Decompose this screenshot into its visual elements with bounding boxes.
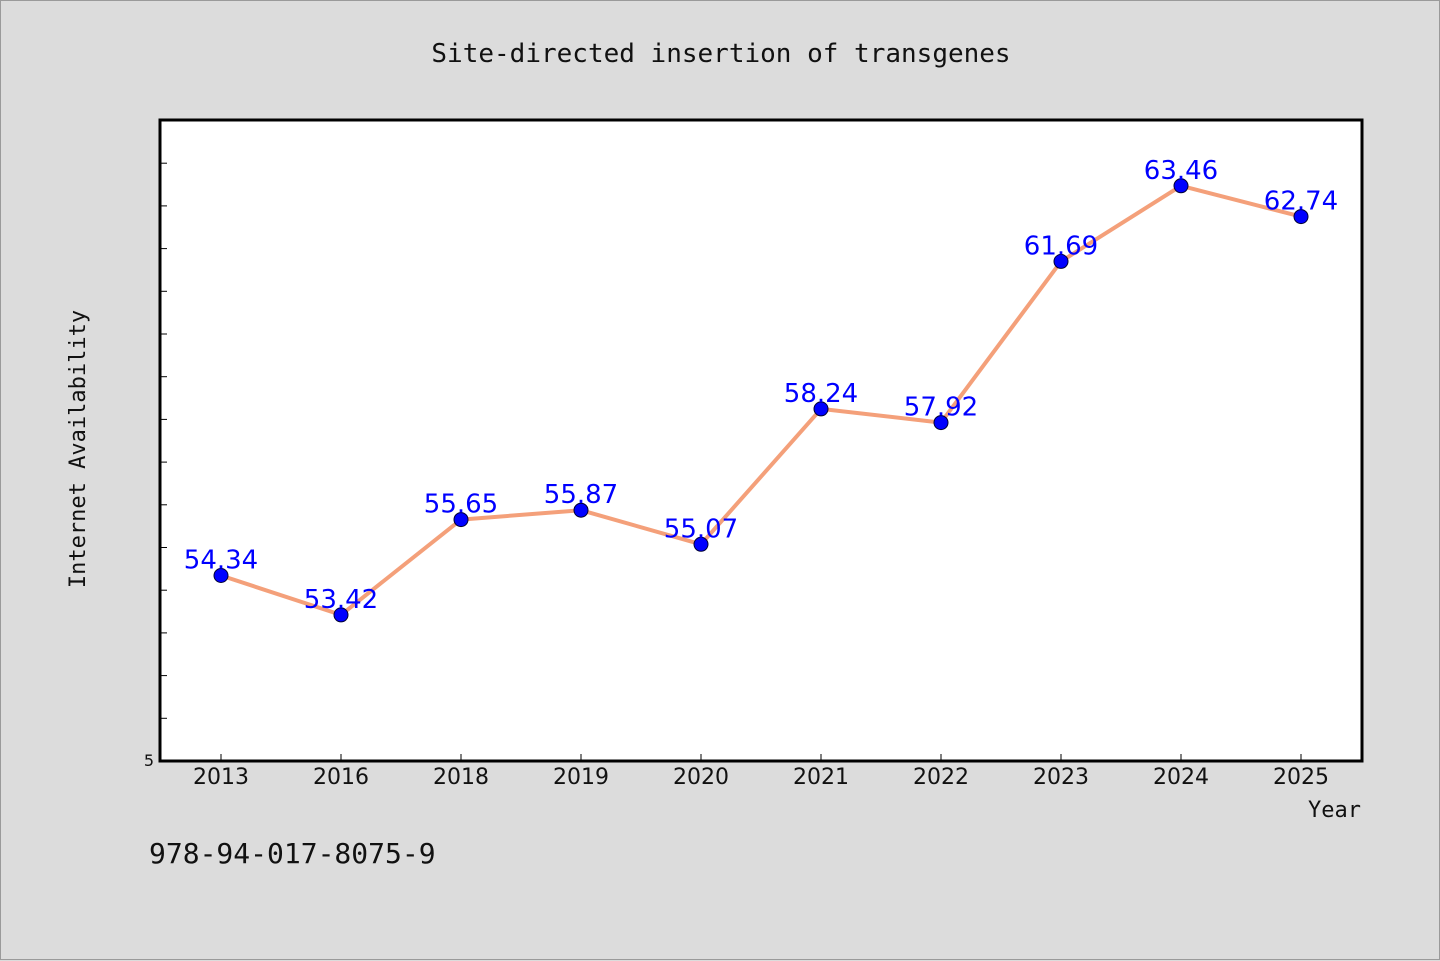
data-point xyxy=(453,512,469,528)
x-axis-label: Year xyxy=(1308,798,1361,823)
data-point xyxy=(693,536,709,552)
series-line-group: 54.34 53.42 55.65 55.87 55.07 58.24 57.92 61.69… xyxy=(184,156,1338,623)
series-line xyxy=(220,183,1302,617)
data-point xyxy=(813,401,829,417)
data-point xyxy=(1293,209,1309,225)
chart-title: Site-directed insertion of transgenes xyxy=(431,39,1010,69)
data-label: 58.24 xyxy=(784,379,858,409)
data-point xyxy=(1053,253,1069,269)
data-label: 55.07 xyxy=(664,514,738,544)
x-tick-label: 2023 xyxy=(1033,765,1089,790)
x-tick-label: 2013 xyxy=(193,765,249,790)
data-point xyxy=(213,568,229,583)
plot-area xyxy=(158,118,1364,763)
data-point xyxy=(933,415,949,431)
data-point xyxy=(333,607,349,623)
data-label: 62.74 xyxy=(1264,187,1338,217)
x-tick-label: 2021 xyxy=(793,765,849,790)
data-label: 55.87 xyxy=(544,480,618,510)
y-axis-label: Internet Availability xyxy=(66,310,91,588)
data-label: 55.65 xyxy=(424,490,498,520)
data-label: 61.69 xyxy=(1024,231,1098,261)
y-tick-label: 5 xyxy=(144,751,154,770)
data-label: 54.34 xyxy=(184,546,258,576)
x-tick-label: 2022 xyxy=(913,765,969,790)
isbn-footer: 978-94-017-8075-9 xyxy=(149,837,436,870)
x-tick-label: 2025 xyxy=(1273,765,1329,790)
x-tick-label: 2024 xyxy=(1153,765,1209,790)
y-axis-ticks xyxy=(160,162,167,762)
data-point xyxy=(573,502,589,518)
x-tick-label: 2019 xyxy=(553,765,609,790)
data-label: 63.46 xyxy=(1144,156,1218,186)
x-tick-label: 2016 xyxy=(313,765,369,790)
data-label: 57.92 xyxy=(904,393,978,423)
data-label: 53.42 xyxy=(304,585,378,615)
x-axis-ticks: 2013 2016 2018 2019 2020 2021 2022 2023 2024 2025 xyxy=(193,754,1329,790)
x-tick-label: 2018 xyxy=(433,765,489,790)
x-tick-label: 2020 xyxy=(673,765,729,790)
data-point xyxy=(1173,178,1189,194)
